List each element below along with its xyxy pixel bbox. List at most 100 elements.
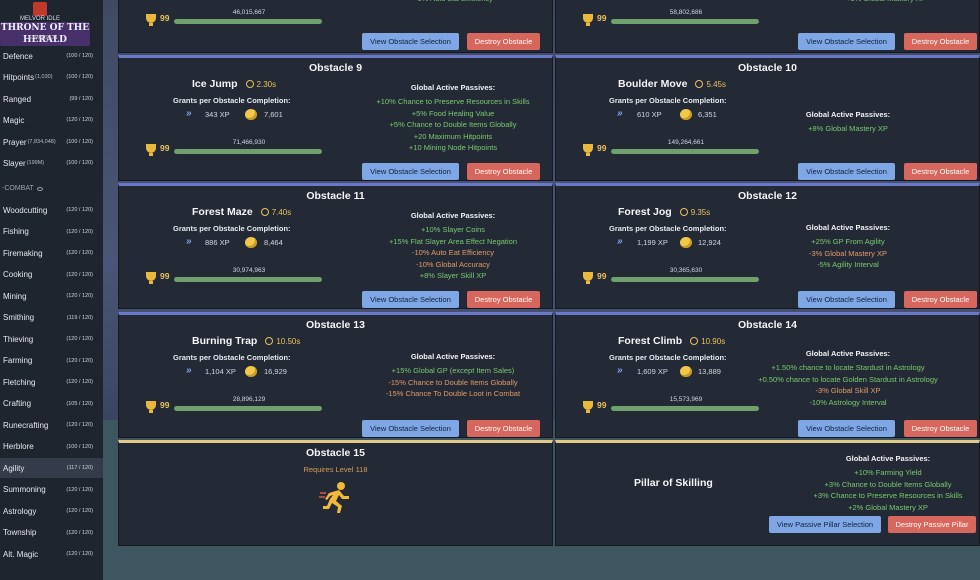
trophy-icon [146,14,156,26]
sidebar-item-cooking[interactable]: Cooking (120 / 120) [0,265,103,285]
passive-line: +3% Chance to Preserve Resources in Skil… [813,491,963,500]
grants-label: Grants per Obstacle Completion: [173,353,291,362]
destroy-obstacle-button[interactable]: Destroy Obstacle [467,420,540,437]
global-passives-heading: Global Active Passives: [410,211,496,220]
sidebar-item-label: Summoning [3,485,46,494]
sidebar-item-township[interactable]: Township (120 / 120) [0,523,103,543]
sidebar-item-thieving[interactable]: Thieving (120 / 120) [0,329,103,349]
passive-line: -3% Global Skill XP [815,386,881,395]
destroy-obstacle-button[interactable]: Destroy Obstacle [904,291,977,308]
mastery-level: 99 [597,143,607,153]
obstacle-15-panel: Obstacle 15 Requires Level 118 [118,440,553,546]
obstacle-title: Obstacle 9 [308,62,363,74]
sidebar-item-label: Township [3,528,37,537]
sidebar-item-level: (119 / 120) [66,314,93,321]
runner-xp-icon: » [617,236,623,247]
mastery-level: 99 [597,13,607,23]
mastery-level: 99 [597,271,607,281]
obstacle-time: 2.30s [256,80,277,89]
sidebar-item-agility[interactable]: Agility (117 / 120) [0,458,103,478]
destroy-obstacle-button[interactable]: Destroy Obstacle [467,33,540,50]
sidebar-item-fletching[interactable]: Fletching (120 / 120) [0,372,103,392]
gp-coin-icon [680,366,692,377]
sidebar-item-xp: (1,030) [35,74,53,80]
sidebar-item-level: (99 / 120) [69,96,93,102]
sidebar-item-level: (100 / 120) [66,160,93,166]
mastery-progress-bar [611,406,759,411]
sidebar-item-ranged[interactable]: Ranged (99 / 120) [0,89,103,109]
sidebar-item-level: (120 / 120) [66,228,93,235]
sidebar-item-smithing[interactable]: Smithing (119 / 120) [0,308,103,328]
view-obstacle-selection-button[interactable]: View Obstacle Selection [362,33,459,50]
view-obstacle-selection-button[interactable]: View Obstacle Selection [798,420,895,437]
sidebar-item-magic[interactable]: Magic (120 / 120) [0,110,103,130]
sidebar-item-mining[interactable]: Mining (120 / 120) [0,286,103,306]
obstacle-name-text: Ice Jump [192,78,238,90]
xp-value: 886 XP [205,238,230,247]
logo[interactable]: MELVOR IDLE THRONE OF THE HERALD EXPANSI… [0,0,103,46]
sidebar-item-firemaking[interactable]: Firemaking (120 / 120) [0,243,103,263]
view-obstacle-selection-button[interactable]: View Obstacle Selection [362,163,459,180]
sidebar-item-label: Crafting [3,399,32,408]
obstacle-name: Boulder Move 5.45s [618,78,726,90]
sidebar-item-label: Mining [3,291,27,301]
runner-xp-icon: » [186,236,192,247]
obstacle-title: Obstacle 14 [738,319,797,331]
sidebar-item-herblore[interactable]: Herblore (100 / 120) [0,437,103,457]
sidebar-item-label: Ranged [3,94,32,104]
trophy-icon [583,14,593,26]
destroy-obstacle-button[interactable]: Destroy Obstacle [467,291,540,308]
sidebar-item-slayer[interactable]: Slayer (199M) (100 / 120) [0,153,103,173]
sidebar-item-farming[interactable]: Farming (120 / 120) [0,351,103,371]
destroy-obstacle-button[interactable]: Destroy Obstacle [904,420,977,437]
passive-list: +1.50% chance to locate Stardust in Astr… [743,362,953,408]
eye-icon[interactable] [36,186,43,191]
sidebar-item-astrology[interactable]: Astrology (120 / 120) [0,501,103,521]
sidebar-item-defence[interactable]: Defence (100 / 120) [0,46,103,66]
mastery-xp: 71,466,930 [232,139,266,146]
sidebar-item-label: Herblore [3,442,34,451]
gp-value: 6,351 [698,110,717,119]
mastery-xp: 149,264,661 [667,139,705,146]
global-passives-heading: Global Active Passives: [805,110,891,119]
clock-icon [695,80,704,88]
sidebar-item-level: (120 / 120) [66,293,93,299]
mastery-progress-bar [174,277,322,282]
sidebar-item-woodcutting[interactable]: Woodcutting (120 / 120) [0,200,103,220]
sidebar-item-hitpoints[interactable]: Hitpoints (1,030) (100 / 120) [0,67,103,87]
sidebar-item-label: Agility [3,463,25,473]
destroy-obstacle-button[interactable]: Destroy Obstacle [904,33,977,50]
passive-line: +15% Global GP (except Item Sales) [391,366,515,375]
obstacle-name-text: Boulder Move [618,78,688,90]
destroy-passive-pillar-button[interactable]: Destroy Passive Pillar [888,516,976,533]
sidebar-item-runecrafting[interactable]: Runecrafting (120 / 120) [0,415,103,435]
trophy-icon [146,272,156,284]
view-obstacle-selection-button[interactable]: View Obstacle Selection [362,291,459,308]
view-obstacle-selection-button[interactable]: View Obstacle Selection [798,163,895,180]
destroy-obstacle-button[interactable]: Destroy Obstacle [904,163,977,180]
destroy-obstacle-button[interactable]: Destroy Obstacle [467,163,540,180]
view-obstacle-selection-button[interactable]: View Obstacle Selection [362,420,459,437]
runner-xp-icon: » [617,108,623,119]
passive-list: +15% Global GP (except Item Sales) -15% C… [355,365,551,400]
sidebar-item-fishing[interactable]: Fishing (120 / 120) [0,222,103,242]
view-obstacle-selection-button[interactable]: View Obstacle Selection [798,33,895,50]
passive-line: -15% Chance to Double Items Globally [388,377,518,387]
sidebar-item-label: Magic [3,115,25,125]
gp-value: 12,924 [698,238,721,247]
view-passive-pillar-selection-button[interactable]: View Passive Pillar Selection [769,516,881,533]
global-passives-heading: Global Active Passives: [845,454,931,463]
clock-icon [245,80,254,88]
view-obstacle-selection-button[interactable]: View Obstacle Selection [798,291,895,308]
sidebar-item-summoning[interactable]: Summoning (120 / 120) [0,480,103,500]
xp-value: 343 XP [205,110,230,119]
passive-line: -10% Astrology Interval [809,397,887,407]
global-passives-heading: Global Active Passives: [410,352,496,361]
passive-line: -10% Auto Eat Efficiency [412,248,494,257]
sidebar-item-crafting[interactable]: Crafting (105 / 120) [0,394,103,414]
category-combat[interactable]: -COMBAT [2,185,43,192]
sidebar-item-prayer[interactable]: Prayer (7,834,048) (100 / 120) [0,132,103,152]
sidebar-item-level: (105 / 120) [66,400,93,407]
sidebar-item-alt-magic[interactable]: Alt. Magic (120 / 120) [0,544,103,564]
obstacle-title: Obstacle 10 [738,62,797,74]
